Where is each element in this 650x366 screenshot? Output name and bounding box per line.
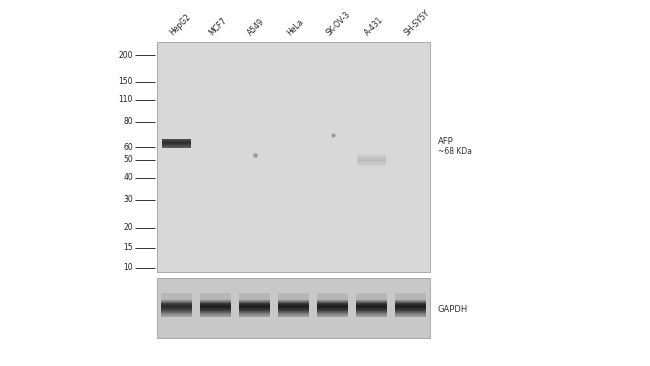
Text: 50: 50 <box>124 156 133 164</box>
Text: 30: 30 <box>124 195 133 205</box>
Text: 110: 110 <box>118 96 133 105</box>
Text: 200: 200 <box>118 51 133 60</box>
Text: 40: 40 <box>124 173 133 183</box>
Text: 10: 10 <box>124 264 133 273</box>
Text: SK-OV-3: SK-OV-3 <box>324 10 352 37</box>
Text: HepG2: HepG2 <box>168 12 193 37</box>
Bar <box>157 42 430 272</box>
Text: GAPDH: GAPDH <box>438 306 468 314</box>
Text: A-431: A-431 <box>363 15 385 37</box>
Text: 15: 15 <box>124 243 133 253</box>
Text: 20: 20 <box>124 224 133 232</box>
Text: 80: 80 <box>124 117 133 127</box>
Text: MCF7: MCF7 <box>207 16 228 37</box>
Text: 60: 60 <box>124 142 133 152</box>
Text: ~68 KDa: ~68 KDa <box>438 146 472 156</box>
Text: HeLa: HeLa <box>285 17 306 37</box>
Text: 150: 150 <box>118 78 133 86</box>
Text: AFP: AFP <box>438 137 454 146</box>
Text: A549: A549 <box>246 16 266 37</box>
Text: SH-SY5Y: SH-SY5Y <box>402 8 431 37</box>
Bar <box>157 278 430 338</box>
